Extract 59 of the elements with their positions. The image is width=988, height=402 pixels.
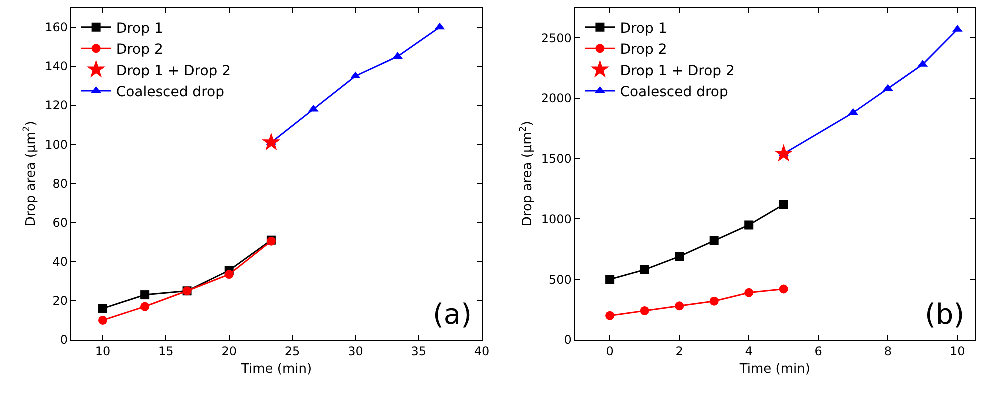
y-tick-label: 1000 xyxy=(541,212,572,226)
x-tick-label: 0 xyxy=(606,344,614,358)
y-tick-label: 60 xyxy=(52,216,68,230)
legend-label: Drop 1 + Drop 2 xyxy=(116,63,232,80)
legend-label: Coalesced drop xyxy=(620,84,728,100)
annotation: (b) xyxy=(925,298,965,331)
x-tick-label: 30 xyxy=(348,344,364,358)
point xyxy=(606,311,615,320)
legend-label: Drop 1 + Drop 2 xyxy=(620,63,735,80)
point xyxy=(262,132,281,151)
y-tick-label: 140 xyxy=(45,60,68,74)
point xyxy=(675,252,684,262)
point xyxy=(640,306,650,316)
x-axis-title: Time (min) xyxy=(738,362,810,377)
point xyxy=(779,200,788,210)
point xyxy=(675,302,684,311)
point xyxy=(98,316,108,325)
y-tick-label: 40 xyxy=(52,255,68,270)
point xyxy=(710,296,719,306)
legend-label: Drop 2 xyxy=(620,42,668,58)
y-tick-label: 0 xyxy=(60,333,68,348)
y-tick-label: 500 xyxy=(548,272,572,287)
x-axis-title: Time (min) xyxy=(240,362,312,377)
y-tick-label: 100 xyxy=(45,138,68,152)
x-tick-label: 2 xyxy=(676,344,684,358)
x-tick-label: 40 xyxy=(474,344,490,358)
point xyxy=(710,236,719,246)
point xyxy=(779,284,788,294)
y-tick-label: 2000 xyxy=(541,92,572,106)
y-tick-label: 1500 xyxy=(541,152,572,166)
x-tick-label: 20 xyxy=(222,344,237,358)
x-tick-label: 10 xyxy=(95,344,111,358)
annotation: (a) xyxy=(433,298,472,331)
point xyxy=(640,265,650,274)
point xyxy=(98,304,108,314)
y-tick-label: 0 xyxy=(564,333,572,348)
y-tick-label: 160 xyxy=(45,20,68,35)
point xyxy=(774,144,794,162)
x-tick-label: 35 xyxy=(411,344,427,358)
legend-label: Drop 2 xyxy=(116,42,164,58)
legend-label: Drop 1 xyxy=(620,20,668,37)
x-tick-label: 6 xyxy=(814,344,822,358)
y-tick-label: 20 xyxy=(52,294,68,308)
x-tick-label: 10 xyxy=(950,344,966,358)
point xyxy=(744,288,754,298)
y-tick-label: 120 xyxy=(45,98,68,113)
x-tick-label: 8 xyxy=(884,344,892,358)
point xyxy=(140,290,150,300)
x-tick-label: 25 xyxy=(284,344,300,358)
point xyxy=(140,302,150,312)
y-tick-label: 80 xyxy=(52,176,68,191)
y-tick-label: 2500 xyxy=(541,31,572,46)
x-tick-label: 4 xyxy=(745,344,753,358)
legend-label: Drop 1 xyxy=(116,20,164,37)
x-tick-label: 15 xyxy=(158,344,174,358)
point xyxy=(606,275,615,284)
point xyxy=(744,220,754,230)
point xyxy=(224,270,234,280)
legend-label: Coalesced drop xyxy=(116,84,225,100)
